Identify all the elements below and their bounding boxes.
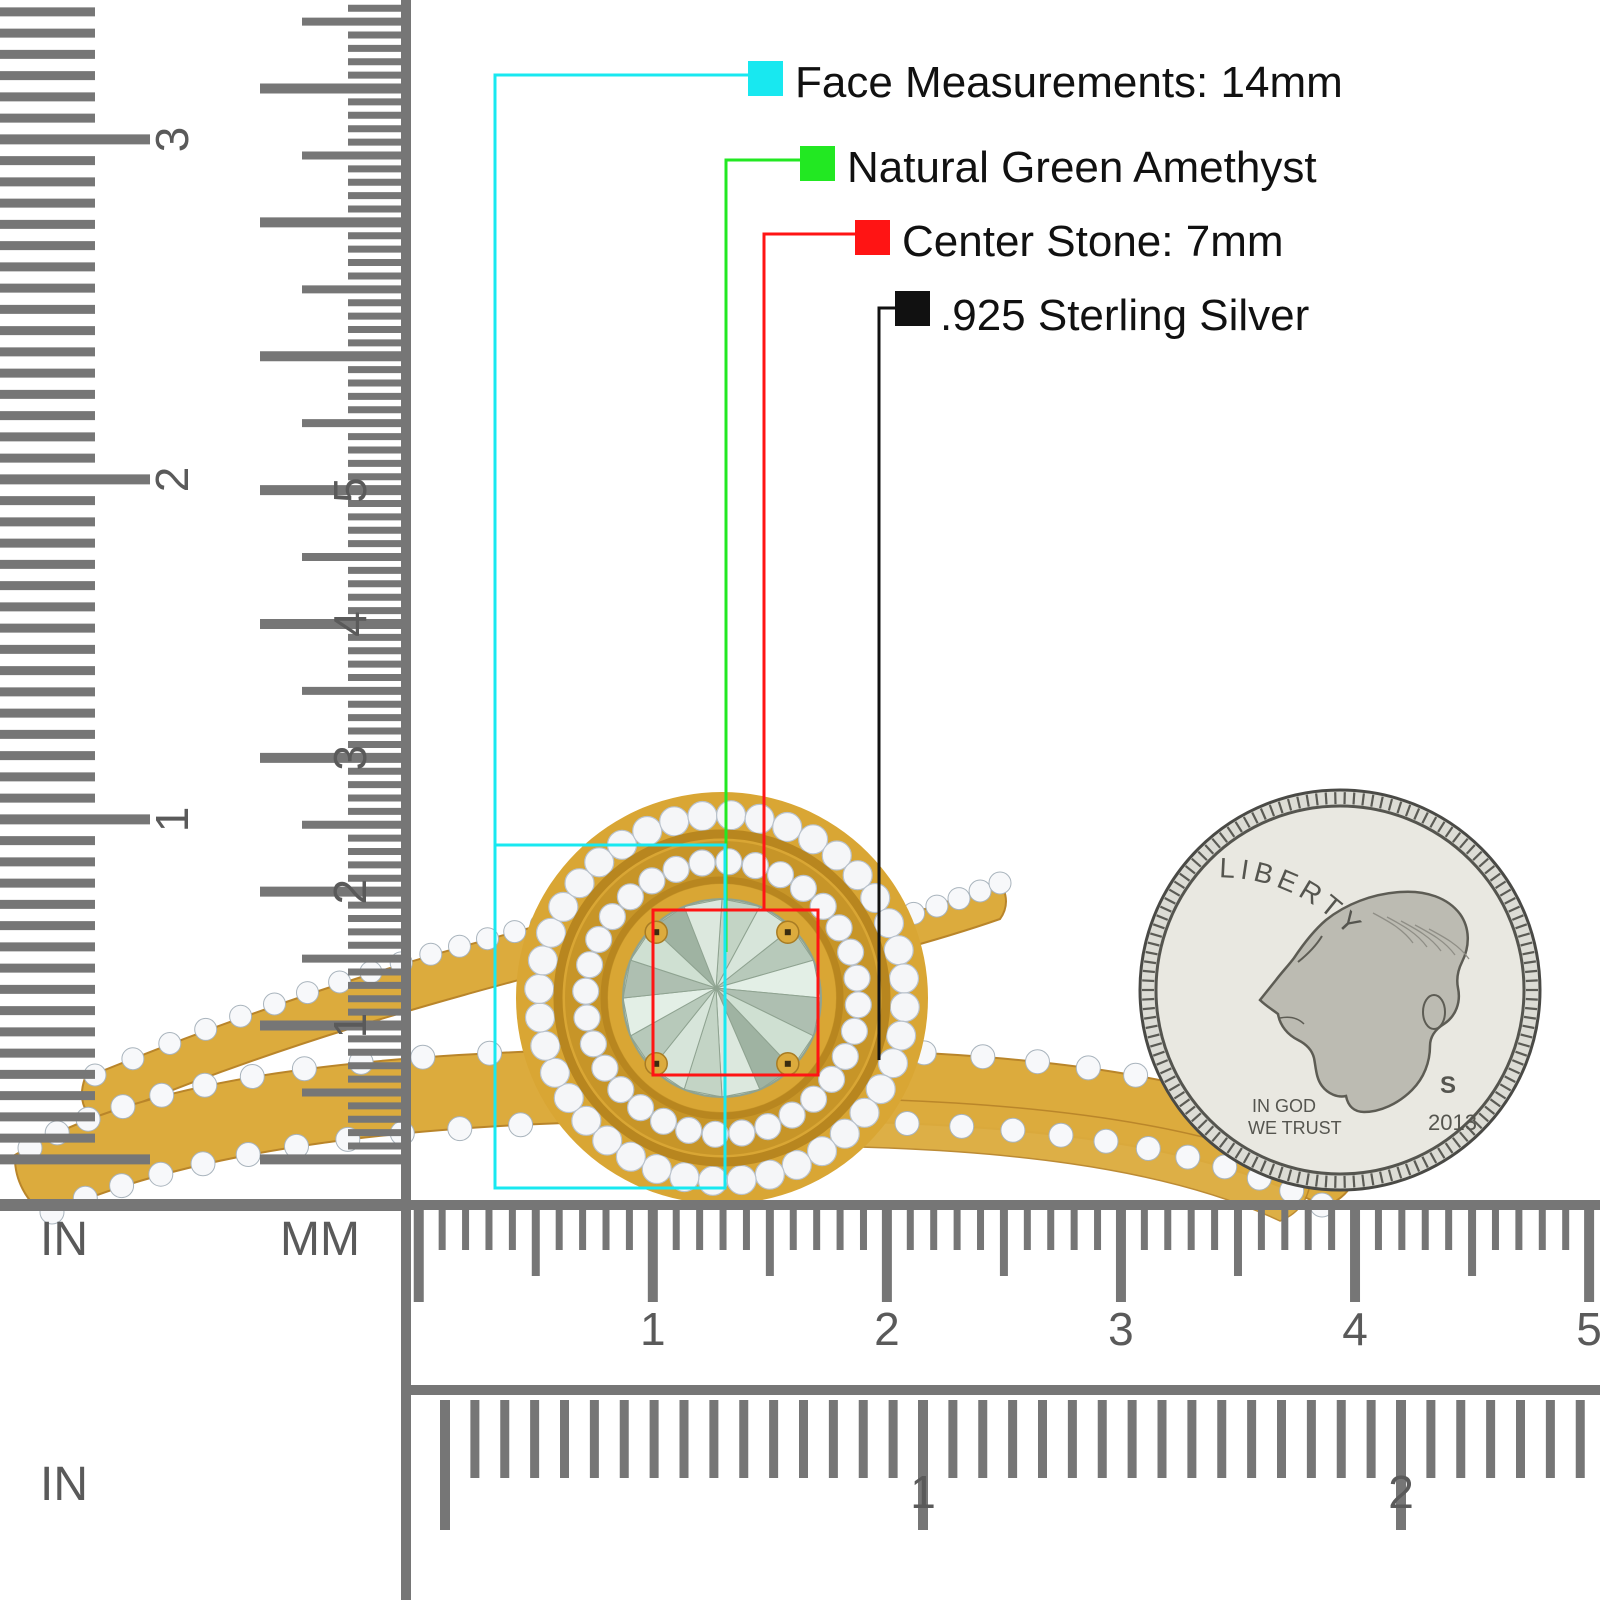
svg-text:5: 5	[324, 477, 376, 503]
svg-text:1: 1	[640, 1303, 666, 1355]
svg-text:3: 3	[324, 745, 376, 771]
svg-text:MM: MM	[280, 1213, 360, 1266]
svg-text:1: 1	[146, 807, 198, 833]
svg-text:4: 4	[324, 611, 376, 637]
svg-text:WE TRUST: WE TRUST	[1248, 1118, 1342, 1138]
svg-text:3: 3	[1108, 1303, 1134, 1355]
svg-text:IN: IN	[40, 1458, 88, 1511]
svg-text:2: 2	[324, 879, 376, 905]
svg-text:5: 5	[1576, 1303, 1600, 1355]
svg-text:3: 3	[146, 127, 198, 153]
svg-text:1: 1	[324, 1013, 376, 1039]
svg-text:4: 4	[1342, 1303, 1368, 1355]
svg-text:1: 1	[910, 1466, 936, 1518]
svg-text:2: 2	[1388, 1466, 1414, 1518]
svg-text:2: 2	[146, 467, 198, 493]
svg-text:IN GOD: IN GOD	[1252, 1096, 1316, 1116]
svg-text:2: 2	[874, 1303, 900, 1355]
svg-text:S: S	[1440, 1072, 1456, 1099]
svg-text:IN: IN	[40, 1213, 88, 1266]
svg-text:2013: 2013	[1428, 1110, 1477, 1135]
